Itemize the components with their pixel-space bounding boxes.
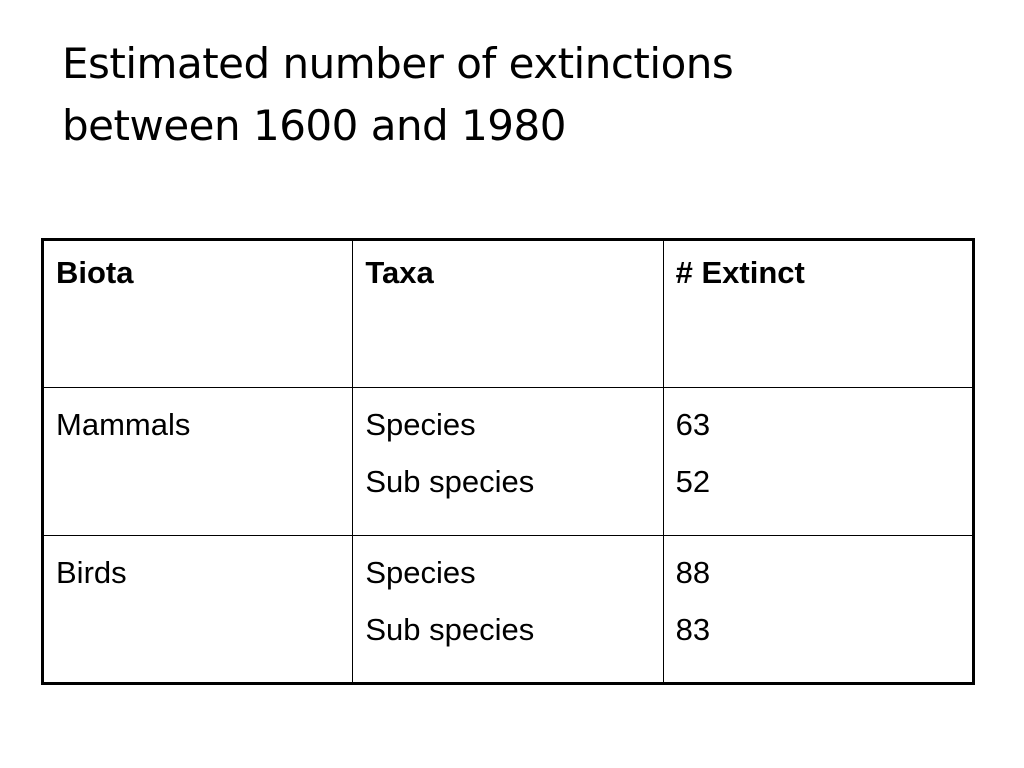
extinctions-table: Biota Taxa # Extinct Mammals Species Sub…: [41, 238, 975, 685]
cell-extinct: 63 52: [662, 387, 975, 536]
table-header-row: Biota Taxa # Extinct: [41, 239, 975, 388]
header-extinct: # Extinct: [662, 239, 975, 388]
cell-biota: Birds: [41, 535, 354, 684]
slide-title: Estimated number of extinctions between …: [62, 33, 962, 157]
header-taxa: Taxa: [352, 239, 664, 388]
cell-extinct: 88 83: [662, 535, 975, 684]
header-biota: Biota: [41, 239, 354, 388]
table-row: Mammals Species Sub species 63 52: [41, 387, 975, 536]
extinct-count: 88: [675, 555, 711, 590]
taxa-label: Species: [365, 555, 476, 590]
biota-label: Mammals: [56, 407, 191, 442]
taxa-label: Species: [365, 407, 476, 442]
extinct-count: 52: [675, 464, 711, 499]
table-row: Birds Species Sub species 88 83: [41, 535, 975, 684]
biota-label: Birds: [56, 555, 127, 590]
cell-biota: Mammals: [41, 387, 354, 536]
slide-title-line-1: Estimated number of extinctions: [62, 39, 734, 88]
slide-title-line-2: between 1600 and 1980: [62, 101, 566, 150]
cell-taxa: Species Sub species: [352, 387, 664, 536]
extinct-count: 63: [675, 407, 711, 442]
taxa-label: Sub species: [365, 612, 535, 647]
taxa-label: Sub species: [365, 464, 535, 499]
extinct-count: 83: [675, 612, 711, 647]
cell-taxa: Species Sub species: [352, 535, 664, 684]
